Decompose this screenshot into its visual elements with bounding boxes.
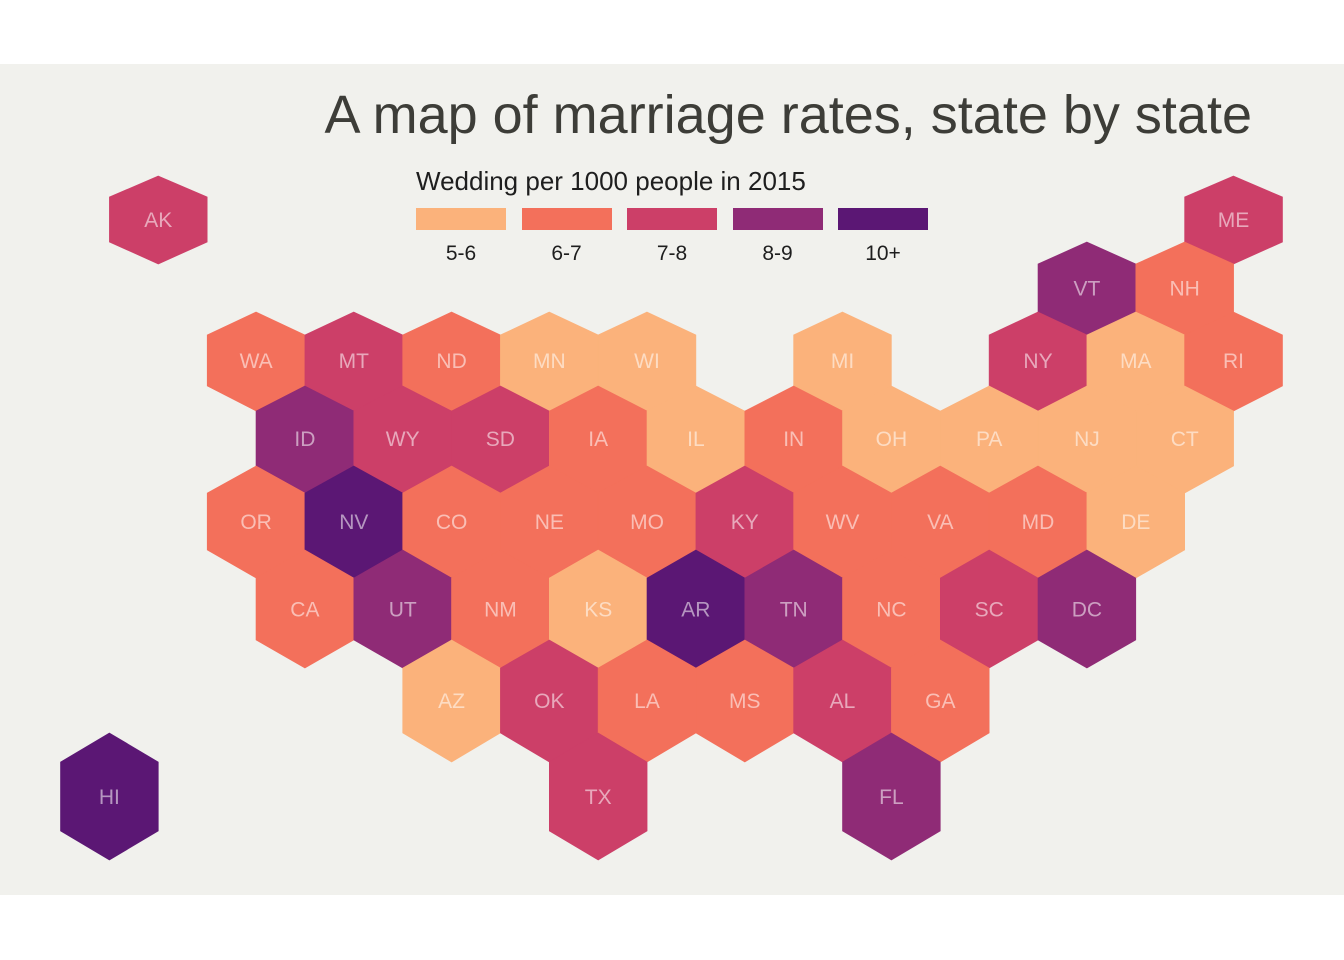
state-label: HI: [99, 786, 120, 809]
state-label: IL: [687, 428, 705, 451]
state-label: DC: [1072, 599, 1102, 622]
state-hex-GA: GA: [891, 639, 990, 763]
state-label: NC: [876, 599, 906, 622]
state-hex-OR: OR: [206, 465, 306, 579]
legend-swatch-6-7: [521, 208, 612, 230]
state-hex-MO: MO: [597, 465, 697, 579]
state-label: FL: [879, 786, 904, 809]
state-label: NJ: [1074, 428, 1100, 451]
state-hex-FL: FL: [842, 732, 941, 861]
state-label: NY: [1023, 350, 1052, 373]
legend-label: 7-8: [656, 242, 688, 265]
state-label: LA: [634, 690, 660, 713]
state-label: VT: [1073, 278, 1100, 301]
state-label: RI: [1223, 350, 1244, 373]
state-hex-WA: WA: [206, 311, 306, 412]
state-label: NH: [1170, 278, 1200, 301]
state-label: CO: [436, 511, 468, 534]
legend-swatch-10+: [838, 208, 928, 230]
state-label: UT: [389, 599, 417, 622]
state-hex-AL: AL: [793, 639, 892, 763]
state-hex-WI: WI: [597, 311, 697, 412]
state-hex-MA: MA: [1086, 311, 1185, 412]
state-hex-CA: CA: [255, 549, 355, 669]
state-hex-AZ: AZ: [402, 639, 501, 763]
state-label: MA: [1120, 350, 1152, 373]
state-label: TX: [585, 786, 612, 809]
state-label: CA: [290, 599, 319, 622]
state-hex-CT: CT: [1135, 385, 1234, 494]
state-hex-MD: MD: [988, 465, 1088, 579]
state-label: OR: [240, 511, 272, 534]
state-hex-NH: NH: [1135, 241, 1234, 336]
state-label: ID: [294, 428, 315, 451]
state-label: AK: [144, 209, 172, 232]
state-hex-DE: DE: [1086, 465, 1185, 579]
state-label: WA: [240, 350, 273, 373]
state-hex-OK: OK: [500, 639, 599, 763]
state-label: IN: [783, 428, 804, 451]
state-label: OK: [534, 690, 564, 713]
legend-swatch-5-6: [416, 208, 506, 230]
state-hex-VA: VA: [891, 465, 990, 579]
state-label: NE: [535, 511, 564, 534]
state-hex-WV: WV: [793, 465, 892, 579]
state-label: VA: [927, 511, 953, 534]
state-label: DE: [1121, 511, 1150, 534]
state-label: KS: [584, 599, 612, 622]
state-label: NM: [484, 599, 517, 622]
state-label: PA: [976, 428, 1002, 451]
chart-title: A map of marriage rates, state by state: [324, 85, 1252, 145]
legend-label: 5-6: [445, 242, 477, 265]
hex-shape: [109, 175, 208, 265]
state-hex-RI: RI: [1184, 311, 1283, 412]
state-hex-HI: HI: [60, 732, 159, 861]
state-label: WI: [634, 350, 660, 373]
legend-swatch-7-8: [627, 208, 717, 230]
legend-label: 6-7: [551, 242, 582, 265]
state-label: AR: [681, 599, 710, 622]
state-label: WV: [826, 511, 860, 534]
state-hex-TX: TX: [548, 732, 648, 861]
legend-swatch-8-9: [732, 208, 823, 230]
state-label: MO: [630, 511, 664, 534]
state-label: SC: [975, 599, 1004, 622]
state-label: MN: [533, 350, 566, 373]
state-label: IA: [588, 428, 608, 451]
legend-label: 10+: [865, 242, 901, 265]
state-hex-IL: IL: [646, 385, 746, 494]
state-hex-DC: DC: [1037, 549, 1137, 669]
state-hex-ID: ID: [255, 385, 355, 494]
state-label: AZ: [438, 690, 465, 713]
legend-title: Wedding per 1000 people in 2015: [416, 166, 806, 196]
state-label: KY: [731, 511, 759, 534]
hex-shape: [60, 732, 159, 861]
state-label: NV: [339, 511, 368, 534]
state-label: AL: [830, 690, 856, 713]
state-label: MD: [1022, 511, 1055, 534]
state-label: SD: [486, 428, 515, 451]
state-hex-SD: SD: [451, 385, 550, 494]
state-label: GA: [925, 690, 955, 713]
state-label: ND: [436, 350, 466, 373]
state-hex-MI: MI: [793, 311, 892, 412]
state-hex-AK: AK: [109, 175, 208, 265]
state-label: MT: [339, 350, 369, 373]
state-label: MS: [729, 690, 761, 713]
hex-shape: [548, 732, 648, 861]
state-label: TN: [780, 599, 808, 622]
hex-shape: [1037, 549, 1137, 669]
state-hex-NV: NV: [304, 465, 404, 579]
state-label: ME: [1218, 209, 1250, 232]
hex-shape: [842, 732, 941, 861]
state-label: MI: [831, 350, 854, 373]
state-hex-NY: NY: [988, 311, 1088, 412]
state-label: WY: [386, 428, 420, 451]
legend-label: 8-9: [762, 242, 793, 265]
state-label: OH: [876, 428, 908, 451]
state-label: CT: [1171, 428, 1199, 451]
